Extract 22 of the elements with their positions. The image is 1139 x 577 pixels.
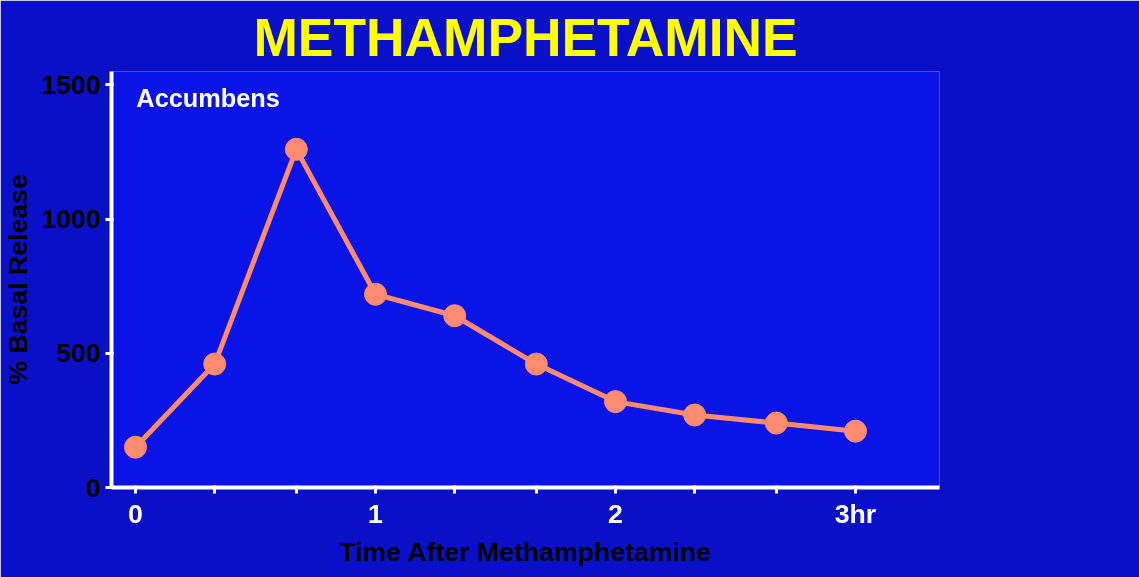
y-axis-title: % Basal Release bbox=[3, 174, 34, 385]
point bbox=[364, 282, 387, 306]
x-tick-label: 3hr bbox=[834, 498, 877, 529]
point bbox=[203, 352, 227, 376]
x-axis-title: Time After Methamphetamine bbox=[339, 536, 711, 567]
point bbox=[604, 390, 627, 414]
y-tick-label: 1500 bbox=[41, 69, 101, 100]
y-tick-label: 1000 bbox=[41, 204, 101, 235]
point bbox=[844, 419, 867, 443]
chart-title: METHAMPHETAMINE bbox=[253, 7, 798, 67]
y-tick-label: 0 bbox=[85, 472, 101, 503]
point bbox=[124, 435, 147, 459]
x-tick-label: 0 bbox=[128, 498, 143, 529]
point bbox=[764, 411, 788, 435]
annotation: Accumbens bbox=[136, 83, 280, 112]
point bbox=[443, 304, 467, 328]
x-tick-label: 2 bbox=[608, 498, 623, 529]
y-tick-label: 500 bbox=[56, 338, 101, 369]
point bbox=[683, 403, 707, 427]
point bbox=[524, 352, 548, 376]
x-tick-label: 1 bbox=[368, 498, 384, 529]
point bbox=[284, 137, 308, 161]
